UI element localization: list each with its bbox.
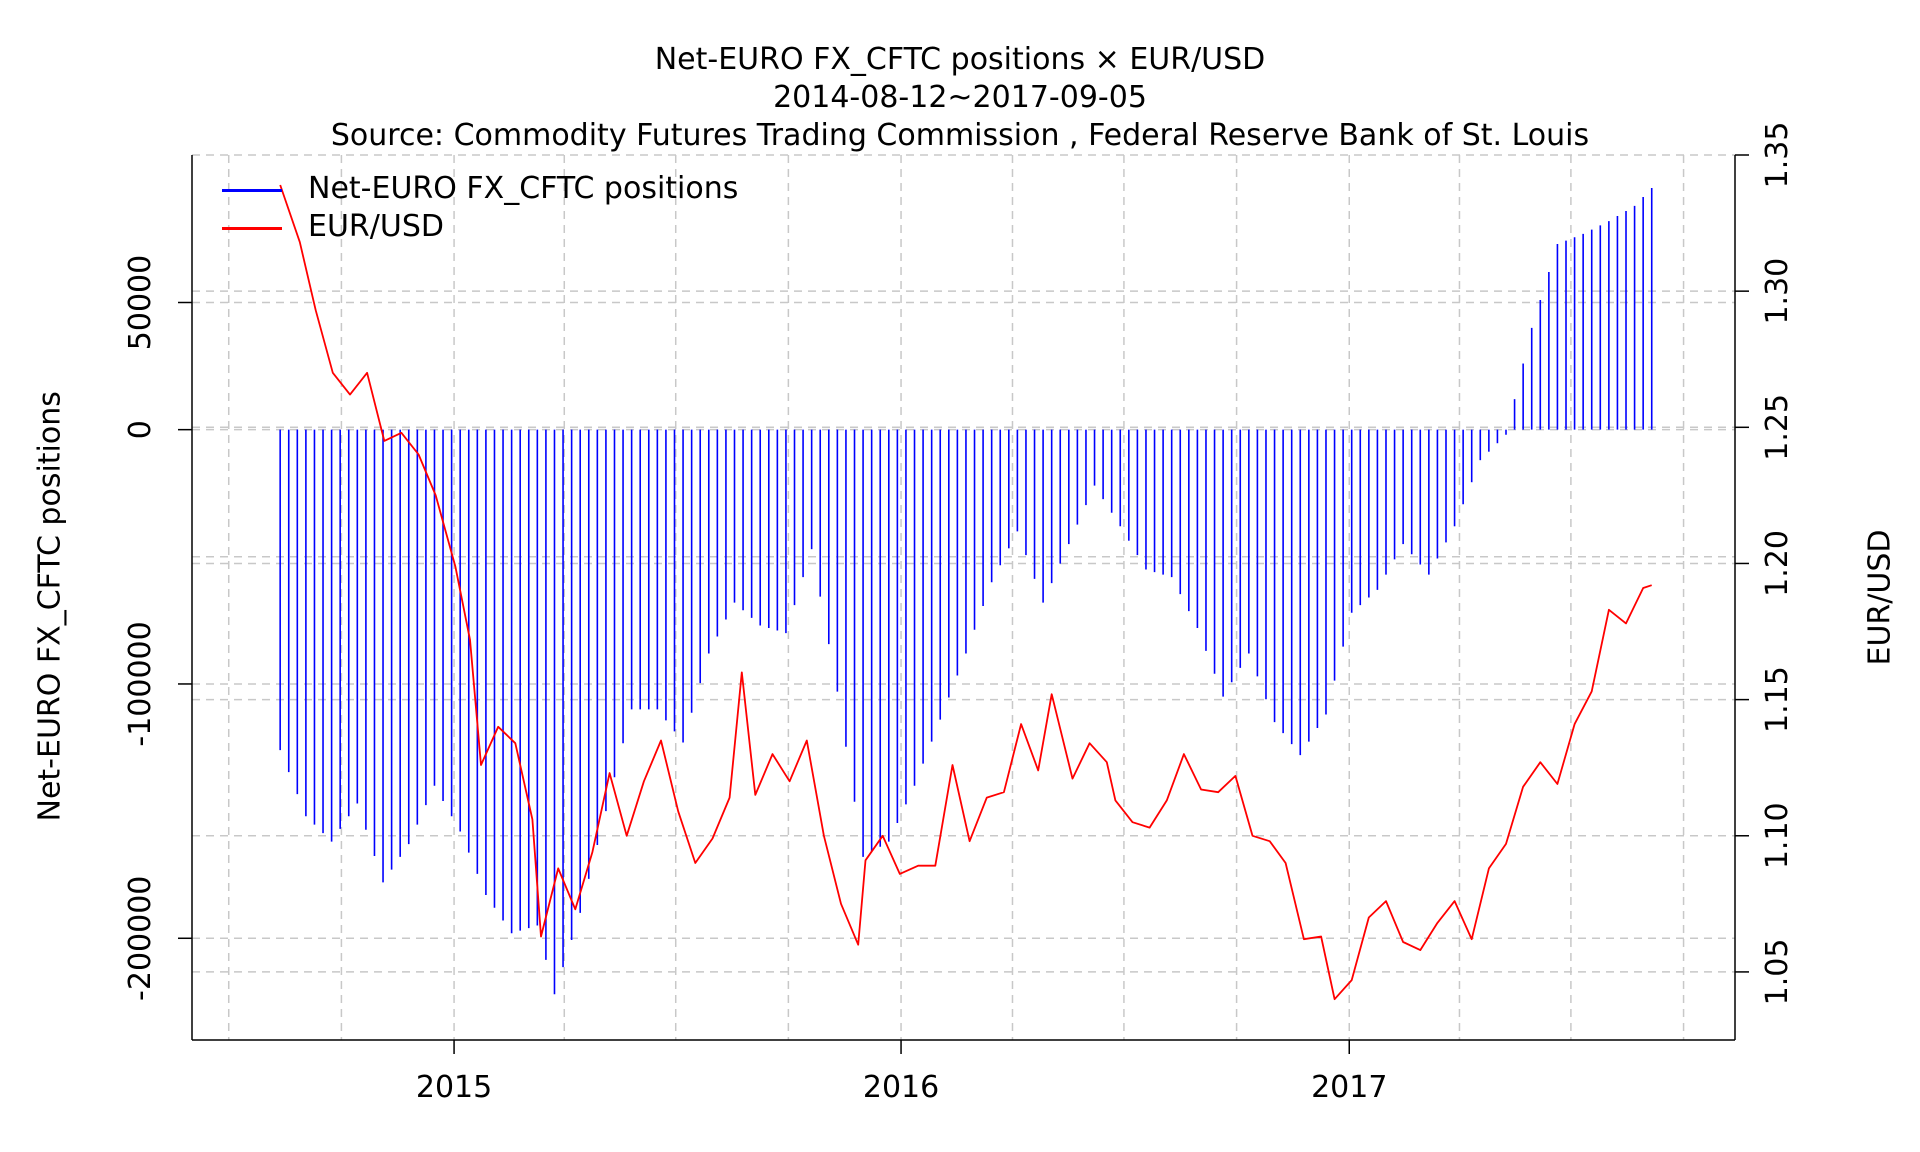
x-tick-label: 2017 bbox=[1311, 1070, 1387, 1105]
y-right-tick-label: 1.05 bbox=[1760, 939, 1795, 1006]
legend: Net-EURO FX_CFTC positions EUR/USD bbox=[192, 172, 738, 248]
legend-item-bars: Net-EURO FX_CFTC positions bbox=[192, 172, 738, 210]
chart-subtitle: 2014-08-12~2017-09-05 bbox=[773, 80, 1147, 115]
y-right-tick-label: 1.15 bbox=[1760, 666, 1795, 733]
y-left-tick-label: 0 bbox=[123, 420, 158, 439]
y-left-tick-label: -200000 bbox=[123, 876, 158, 1001]
y-left-tick-label: -100000 bbox=[123, 621, 158, 746]
legend-item-line: EUR/USD bbox=[192, 210, 712, 248]
legend-swatch-bars bbox=[222, 189, 282, 192]
x-tick-label: 2015 bbox=[416, 1070, 492, 1105]
chart-title: Net-EURO FX_CFTC positions × EUR/USD bbox=[654, 42, 1266, 77]
plot-frame bbox=[191, 155, 1736, 1041]
line-series bbox=[279, 184, 1652, 1001]
y-right-tick-label: 1.35 bbox=[1760, 122, 1795, 189]
x-tick-label: 2016 bbox=[863, 1070, 939, 1105]
y-right-axis-title: EUR/USD bbox=[1862, 529, 1898, 666]
y-right-tick-label: 1.30 bbox=[1760, 258, 1795, 325]
legend-label-line: EUR/USD bbox=[308, 209, 444, 244]
grid-lines bbox=[192, 154, 1735, 1040]
axes: -200000 -100000 0 50000 1.05 1.10 1.15 1.20 1.25… bbox=[123, 122, 1795, 1105]
eurusd-line bbox=[279, 184, 1652, 1001]
legend-label-bars: Net-EURO FX_CFTC positions bbox=[308, 171, 739, 206]
y-right-tick-label: 1.10 bbox=[1760, 802, 1795, 869]
y-left-tick-label: 50000 bbox=[123, 255, 158, 350]
y-right-tick-label: 1.25 bbox=[1760, 394, 1795, 461]
chart-source: Source: Commodity Futures Trading Commis… bbox=[330, 118, 1590, 153]
y-right-tick-label: 1.20 bbox=[1760, 530, 1795, 597]
y-left-axis-title: Net-EURO FX_CFTC positions bbox=[32, 391, 68, 822]
bar-series bbox=[279, 188, 1653, 995]
legend-swatch-line bbox=[222, 227, 282, 230]
